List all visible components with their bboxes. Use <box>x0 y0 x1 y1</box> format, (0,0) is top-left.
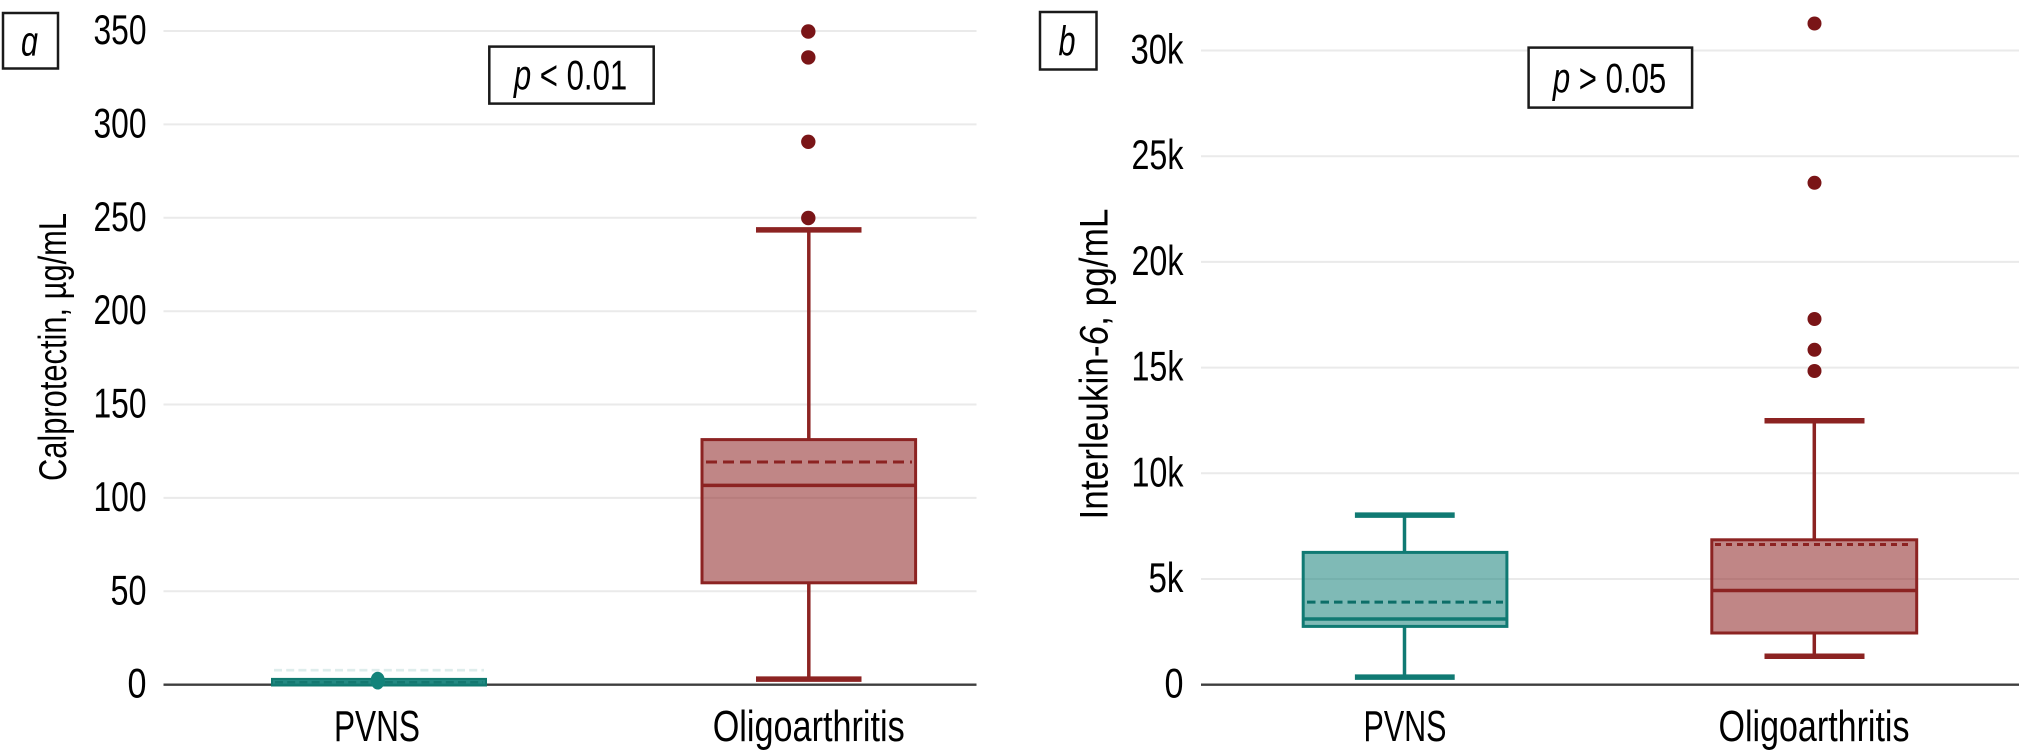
svg-text:20k: 20k <box>1132 237 1184 284</box>
svg-text:0: 0 <box>128 660 147 707</box>
svg-text:15k: 15k <box>1132 343 1184 390</box>
svg-text:300: 300 <box>94 99 147 146</box>
svg-text:Oligoarthritis: Oligoarthritis <box>713 703 905 751</box>
svg-text:200: 200 <box>94 286 147 333</box>
svg-text:150: 150 <box>94 380 147 427</box>
svg-text:50: 50 <box>111 566 147 613</box>
svg-text:PVNS: PVNS <box>334 703 420 751</box>
svg-text:350: 350 <box>94 6 147 53</box>
svg-text:5k: 5k <box>1149 554 1184 601</box>
svg-text:ɑ: ɑ <box>21 18 38 65</box>
svg-text:30k: 30k <box>1131 26 1184 73</box>
svg-text:100: 100 <box>94 473 147 520</box>
svg-text:PVNS: PVNS <box>1364 703 1447 751</box>
svg-text:Oligoarthritis: Oligoarthritis <box>1719 703 1910 751</box>
svg-text:0: 0 <box>1165 660 1184 707</box>
svg-text:p < 0.01: p < 0.01 <box>513 52 627 98</box>
svg-text:10k: 10k <box>1132 448 1184 495</box>
svg-text:Interleukin-6, pg/mL: Interleukin-6, pg/mL <box>1071 209 1116 520</box>
svg-text:p > 0.05: p > 0.05 <box>1552 55 1666 101</box>
svg-text:Calprotectin, µg/mL: Calprotectin, µg/mL <box>32 213 75 481</box>
svg-text:250: 250 <box>94 193 147 240</box>
svg-text:25k: 25k <box>1132 131 1184 178</box>
svg-text:b: b <box>1059 17 1076 64</box>
